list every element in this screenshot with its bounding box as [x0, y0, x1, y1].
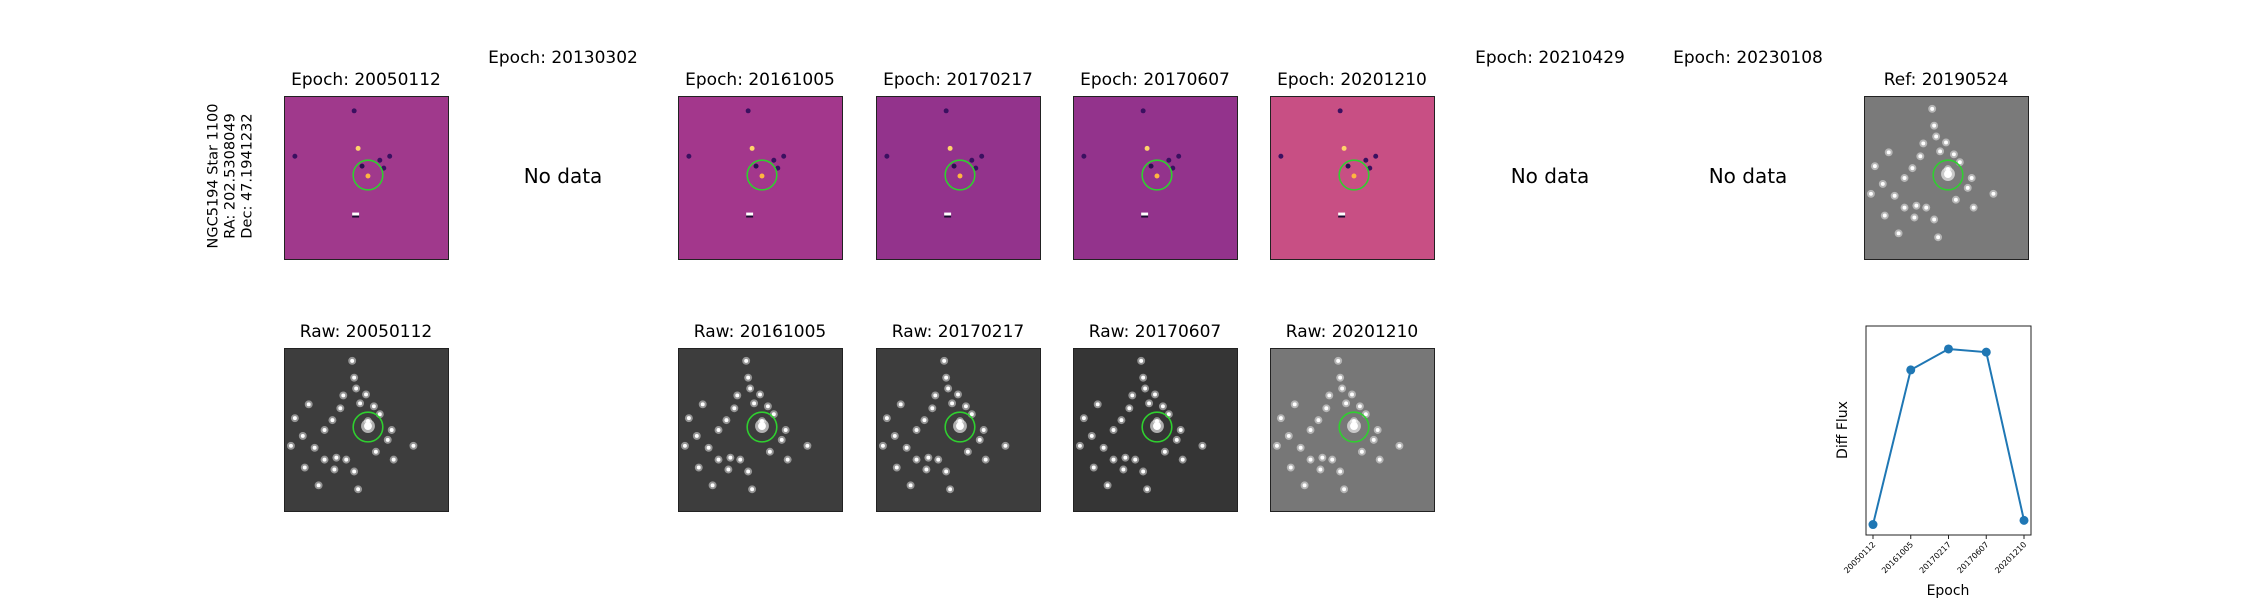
star-label: NGC5194 Star 1100 RA: 202.5308049 Dec: 4… — [206, 104, 257, 249]
star-name: NGC5194 Star 1100 — [205, 103, 222, 249]
raw-image — [876, 348, 1041, 512]
x-tick-label: 20161005 — [1880, 540, 1915, 575]
raw-image — [1270, 348, 1435, 512]
difference-image — [1073, 96, 1238, 260]
difference-image — [876, 96, 1041, 260]
raw-image — [1073, 348, 1238, 512]
data-point — [1906, 365, 1916, 375]
panel-title: Epoch: 20170217 — [883, 70, 1033, 90]
data-point — [1944, 344, 1953, 354]
difference-image — [284, 96, 449, 260]
data-point — [1868, 520, 1878, 530]
panel-title: Raw: 20170217 — [891, 322, 1025, 342]
data-point — [2019, 515, 2029, 525]
x-axis-label: Epoch — [1927, 583, 1970, 599]
panel-title: Raw: 20161005 — [693, 322, 827, 342]
star-ra: RA: 202.5308049 — [222, 113, 239, 239]
raw-image — [284, 348, 449, 512]
panel-title: Raw: 20050112 — [299, 322, 433, 342]
panel-title: Epoch: 20170607 — [1080, 70, 1230, 90]
raw-image — [678, 348, 843, 512]
y-axis-label: Diff Flux — [1835, 401, 1851, 459]
panel-title: Ref: 20190524 — [1883, 70, 2009, 90]
panel-title: Raw: 20201210 — [1285, 322, 1419, 342]
star-dec: Dec: 47.1941232 — [239, 113, 256, 239]
panel-title: Epoch: 20210429 — [1475, 48, 1625, 68]
difference-image — [678, 96, 843, 260]
panel-title: Epoch: 20201210 — [1277, 70, 1427, 90]
flux-light-curve-chart: 20050112 20161005 20170217 20170607 20201210… — [1835, 325, 2032, 599]
reference-image — [1864, 96, 2029, 260]
panel-title: Epoch: 20230108 — [1673, 48, 1823, 68]
panel-title: Epoch: 20130302 — [488, 48, 638, 68]
panel-title: Epoch: 20161005 — [685, 70, 835, 90]
x-tick-label: 20201210 — [1993, 540, 2028, 575]
x-tick-label: 20170607 — [1956, 540, 1991, 575]
no-data-text: No data — [1510, 164, 1590, 188]
no-data-text: No data — [523, 164, 603, 188]
x-tick-label: 20170217 — [1918, 540, 1953, 575]
series-line — [1872, 347, 2025, 525]
panel-title: Raw: 20170607 — [1088, 322, 1222, 342]
no-data-text: No data — [1708, 164, 1788, 188]
x-tick-label: 20050112 — [1842, 540, 1877, 575]
data-point — [1981, 347, 1991, 357]
difference-image — [1270, 96, 1435, 260]
panel-title: Epoch: 20050112 — [291, 70, 441, 90]
plot-frame — [1865, 325, 2032, 536]
